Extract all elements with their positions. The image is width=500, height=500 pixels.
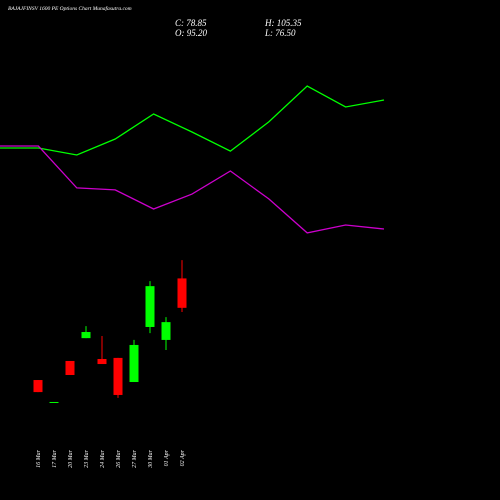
chart-title: BAJAJFINSV 1600 PE Options Chart Munafas… xyxy=(8,5,132,12)
candle-body xyxy=(113,357,123,395)
ohlc-info: O: 95.20 xyxy=(175,28,207,38)
candle-body xyxy=(81,332,91,339)
x-tick-label: 01 Apr xyxy=(164,449,170,466)
x-tick-label: 16 Mar xyxy=(36,449,42,467)
ohlc-info: H: 105.35 xyxy=(264,18,302,28)
candle-body xyxy=(49,401,59,403)
x-tick-label: 02 Apr xyxy=(180,449,186,466)
candle-body xyxy=(129,344,139,383)
indicator-line xyxy=(0,85,385,156)
x-tick-label: 26 Mar xyxy=(116,449,122,467)
x-tick-label: 30 Mar xyxy=(148,449,154,468)
candle-body xyxy=(177,278,187,308)
x-tick-label: 23 Mar xyxy=(84,449,90,467)
indicator-line xyxy=(0,145,385,234)
x-tick-label: 17 Mar xyxy=(52,449,58,467)
candle-body xyxy=(33,380,43,393)
candle-body xyxy=(161,322,171,340)
x-tick-label: 20 Mar xyxy=(68,449,74,467)
x-tick-label: 27 Mar xyxy=(132,449,138,467)
candle-body xyxy=(145,286,155,327)
x-tick-label: 24 Mar xyxy=(99,449,106,467)
ohlc-info: C: 78.85 xyxy=(175,18,207,28)
candle-body xyxy=(65,360,75,375)
ohlc-info: L: 76.50 xyxy=(264,28,296,38)
candle-body xyxy=(97,358,107,365)
